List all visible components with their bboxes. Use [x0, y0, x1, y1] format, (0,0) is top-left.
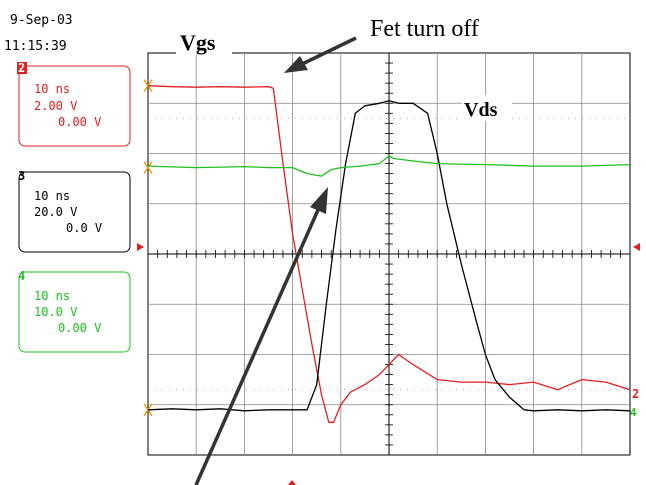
channel-ground-marker — [143, 161, 153, 174]
channel-3-number: 3 — [18, 169, 25, 183]
channel-2-offset: 0.00 V — [58, 115, 101, 129]
channel-2-info: 2 10 ns 2.00 V 0.00 V — [17, 61, 131, 147]
capture-date: 9-Sep-03 — [10, 13, 73, 28]
time-trigger-marker — [288, 480, 296, 485]
vds-label: Vds — [464, 99, 498, 121]
right-marker-2: 2 — [632, 387, 639, 401]
left-trigger-marker — [137, 243, 144, 251]
trace-vds — [147, 100, 631, 412]
trace-vgs — [147, 85, 631, 423]
channel-3-info: 3 10 ns 20.0 V 0.0 V — [18, 169, 131, 253]
capture-time: 11:15:39 — [4, 39, 67, 54]
channel-2-timebase: 10 ns — [34, 82, 70, 96]
channel-2-number: 2 — [18, 61, 25, 75]
channel-3-offset: 0.0 V — [66, 221, 102, 235]
channel-4-number: 4 — [18, 269, 25, 283]
fet-turn-off-arrow — [284, 36, 357, 73]
right-marker-4: 4 — [630, 406, 637, 419]
fet-turn-off-label: Fet turn off — [370, 16, 479, 42]
waveform-traces — [147, 85, 631, 423]
vgs-label: Vgs — [180, 30, 216, 55]
graticule — [143, 52, 631, 456]
channel-4-info: 4 10 ns 10.0 V 0.00 V — [18, 269, 131, 353]
channel-4-offset: 0.00 V — [58, 321, 101, 335]
channel-4-volts-div: 10.0 V — [34, 305, 77, 319]
channel-2-volts-div: 2.00 V — [34, 99, 77, 113]
channel-ground-marker — [143, 79, 153, 93]
channel-3-timebase: 10 ns — [34, 189, 70, 203]
pointer-arrow — [194, 187, 328, 485]
channel-4-timebase: 10 ns — [34, 289, 70, 303]
trace-ch4 — [147, 155, 631, 177]
right-trigger-marker — [633, 243, 640, 251]
channel-3-volts-div: 20.0 V — [34, 205, 77, 219]
